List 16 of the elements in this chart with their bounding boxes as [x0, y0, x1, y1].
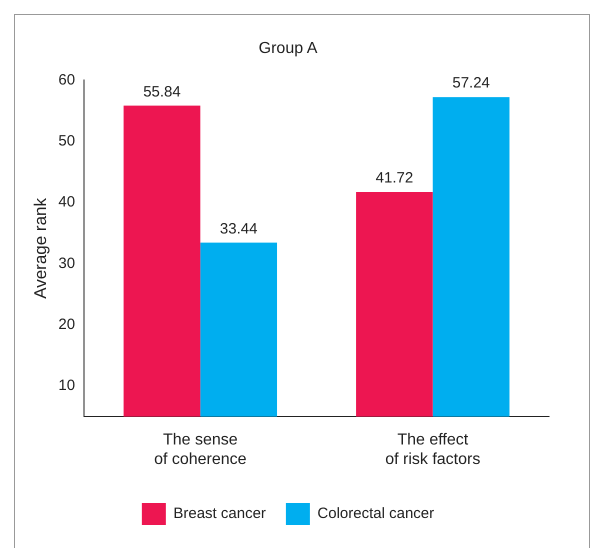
y-tick-label: 10 — [58, 377, 76, 394]
data-label: 41.72 — [376, 170, 414, 187]
y-tick-label: 60 — [58, 71, 76, 88]
y-tick-label: 40 — [58, 194, 76, 211]
y-tick-label: 20 — [58, 316, 76, 333]
data-label: 55.84 — [143, 83, 181, 100]
chart-title: Group A — [258, 40, 318, 58]
y-axis-title: Average rank — [30, 198, 50, 299]
x-tick-label: The effect of risk factors — [385, 432, 480, 468]
x-tick-label: The sense of coherence — [154, 432, 247, 468]
legend-label: Colorectal cancer — [317, 505, 434, 522]
y-tick-label: 50 — [58, 132, 76, 150]
data-label: 57.24 — [452, 74, 490, 92]
data-label: 33.44 — [220, 220, 258, 238]
legend-label: Breast cancer — [173, 505, 266, 522]
y-tick-label: 30 — [58, 254, 76, 272]
